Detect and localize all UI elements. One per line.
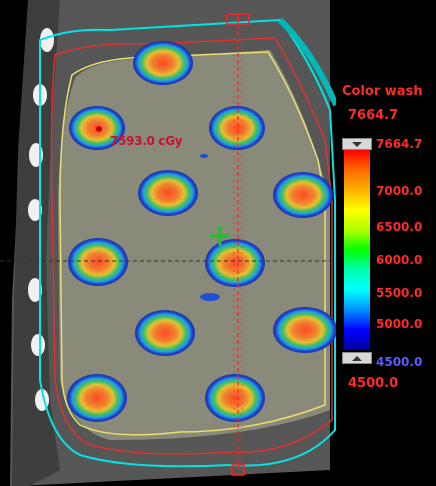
color-wash-legend: Color wash 7664.7 7664.7 7000.0 6500.0 6…	[336, 80, 436, 410]
legend-max-slider-handle[interactable]	[342, 138, 372, 150]
chest-wall	[12, 0, 60, 486]
body-contour	[39, 18, 336, 468]
legend-min-slider-handle[interactable]	[342, 352, 372, 364]
dose-spots	[67, 41, 337, 422]
legend-max-value: 7664.7	[348, 108, 399, 123]
max-dose-marker	[96, 126, 102, 132]
dose-annotation: 7593.0 cGy	[110, 134, 183, 148]
legend-tick: 7000.0	[376, 184, 423, 198]
legend-tick: 5000.0	[376, 317, 423, 331]
legend-tick: 6500.0	[376, 220, 423, 234]
legend-title: Color wash	[342, 84, 423, 99]
target-organ	[58, 50, 330, 440]
legend-tick: 4500.0	[376, 355, 423, 369]
target-contour	[59, 51, 326, 436]
isocenter-cross-icon	[210, 226, 230, 246]
legend-tick: 5500.0	[376, 286, 423, 300]
legend-tick: 6000.0	[376, 253, 423, 267]
ptv-contour	[50, 37, 333, 455]
crosshair-top-handle-icon	[226, 13, 250, 25]
legend-tick: 7664.7	[376, 137, 423, 151]
crosshair-bottom-handle-icon	[231, 464, 245, 476]
color-scale-bar	[344, 150, 370, 350]
legend-min-value: 4500.0	[348, 376, 399, 391]
